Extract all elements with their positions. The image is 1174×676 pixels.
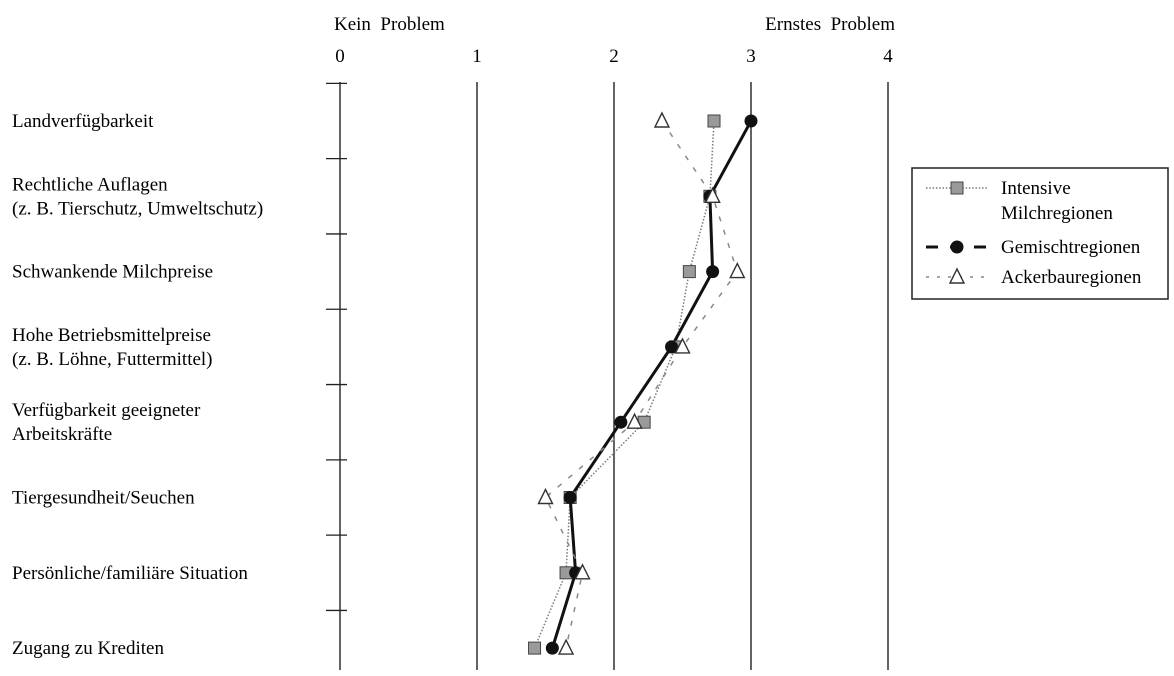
category-axis xyxy=(326,82,347,612)
value-tick-label: 1 xyxy=(472,46,482,67)
category-label: Tiergesundheit/Seuchen xyxy=(12,488,195,509)
series-line xyxy=(550,120,753,649)
data-point xyxy=(682,265,696,279)
legend-label: Intensive Milchregionen xyxy=(1001,178,1113,224)
value-tick-label: 0 xyxy=(335,46,345,67)
category-label: Hohe Betriebsmittelpreise (z. B. Löhne, F… xyxy=(12,325,213,370)
data-point xyxy=(707,114,721,128)
grid-lines xyxy=(339,82,889,670)
category-label: Schwankende Milchpreise xyxy=(12,262,213,283)
data-point xyxy=(744,114,758,128)
legend-marker xyxy=(950,240,964,254)
legend-marker xyxy=(948,267,966,284)
scale-left-label: Kein Problem xyxy=(334,14,445,35)
value-tick-labels: 0 1 2 3 4 xyxy=(335,46,893,67)
series-markers xyxy=(528,111,758,655)
scale-right-label: Ernstes Problem xyxy=(765,14,895,35)
value-tick-label: 4 xyxy=(883,46,893,67)
data-point xyxy=(557,638,575,655)
legend-label: Ackerbauregionen xyxy=(1001,267,1142,288)
category-label: Persönliche/familiäre Situation xyxy=(12,563,248,584)
category-label: Zugang zu Krediten xyxy=(12,638,164,659)
data-point xyxy=(537,487,554,505)
category-label: Rechtliche Auflagen (z. B. Tierschutz, Um… xyxy=(12,174,263,219)
legend: Intensive Milchregionen Gemischtregionen Ac… xyxy=(911,167,1169,300)
data-point xyxy=(704,186,721,204)
value-tick-label: 3 xyxy=(746,46,756,67)
data-point xyxy=(574,563,591,580)
data-point xyxy=(563,491,577,504)
legend-marker xyxy=(950,181,964,195)
data-point xyxy=(614,415,628,429)
value-tick-label: 2 xyxy=(609,46,619,67)
category-label: Landverfügbarkeit xyxy=(12,111,154,132)
category-labels: Landverfügbarkeit Rechtliche Auflagen (z. … xyxy=(12,111,263,659)
series-line xyxy=(533,120,715,649)
data-point xyxy=(545,641,559,655)
data-point xyxy=(653,111,671,128)
data-point xyxy=(528,641,542,655)
legend-label: Gemischtregionen xyxy=(1001,237,1141,258)
data-point xyxy=(674,337,691,354)
series-lines xyxy=(533,120,753,649)
data-point xyxy=(665,340,679,354)
data-point xyxy=(729,262,746,279)
data-point xyxy=(706,265,720,279)
category-label: Verfügbarkeit geeigneter Arbeitskräfte xyxy=(12,400,201,445)
data-point xyxy=(626,412,643,429)
